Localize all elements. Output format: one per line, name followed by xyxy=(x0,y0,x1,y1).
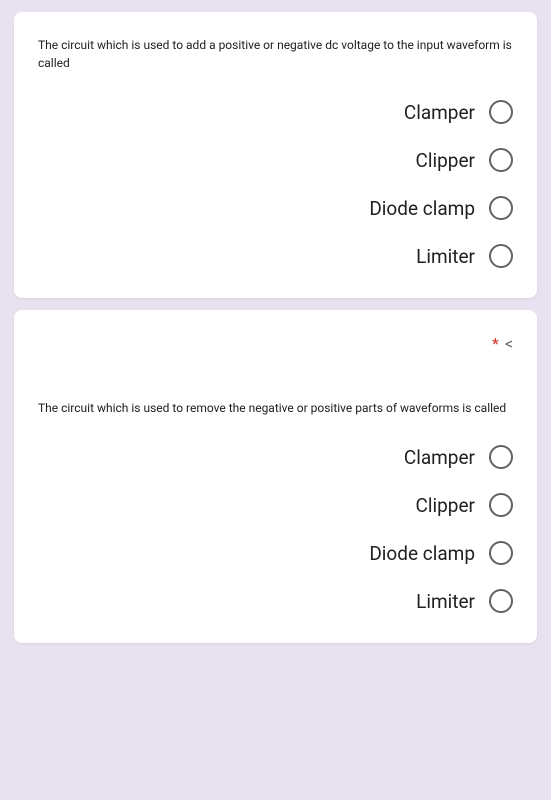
option-label: Clipper xyxy=(416,149,475,172)
option-row[interactable]: Clipper xyxy=(38,493,513,517)
required-marker: *< xyxy=(38,334,513,353)
option-label: Clamper xyxy=(404,101,475,124)
radio-icon[interactable] xyxy=(489,541,513,565)
question-text: The circuit which is used to remove the … xyxy=(38,399,513,417)
option-label: Diode clamp xyxy=(369,197,475,220)
option-row[interactable]: Diode clamp xyxy=(38,196,513,220)
asterisk-icon: * xyxy=(492,334,499,353)
option-row[interactable]: Clamper xyxy=(38,445,513,469)
option-row[interactable]: Diode clamp xyxy=(38,541,513,565)
option-label: Diode clamp xyxy=(369,542,475,565)
radio-icon[interactable] xyxy=(489,445,513,469)
radio-icon[interactable] xyxy=(489,196,513,220)
spacer xyxy=(38,359,513,399)
options-container: Clamper Clipper Diode clamp Limiter xyxy=(38,445,513,613)
radio-icon[interactable] xyxy=(489,493,513,517)
radio-icon[interactable] xyxy=(489,244,513,268)
option-row[interactable]: Clipper xyxy=(38,148,513,172)
option-label: Limiter xyxy=(416,245,475,268)
option-row[interactable]: Clamper xyxy=(38,100,513,124)
radio-icon[interactable] xyxy=(489,589,513,613)
radio-icon[interactable] xyxy=(489,100,513,124)
chevron-left-icon: < xyxy=(505,334,513,353)
options-container: Clamper Clipper Diode clamp Limiter xyxy=(38,100,513,268)
radio-icon[interactable] xyxy=(489,148,513,172)
question-card-1: The circuit which is used to add a posit… xyxy=(14,12,537,298)
question-text: The circuit which is used to add a posit… xyxy=(38,36,513,72)
option-row[interactable]: Limiter xyxy=(38,244,513,268)
question-card-2: *< The circuit which is used to remove t… xyxy=(14,310,537,643)
option-row[interactable]: Limiter xyxy=(38,589,513,613)
option-label: Clipper xyxy=(416,494,475,517)
option-label: Limiter xyxy=(416,590,475,613)
option-label: Clamper xyxy=(404,446,475,469)
